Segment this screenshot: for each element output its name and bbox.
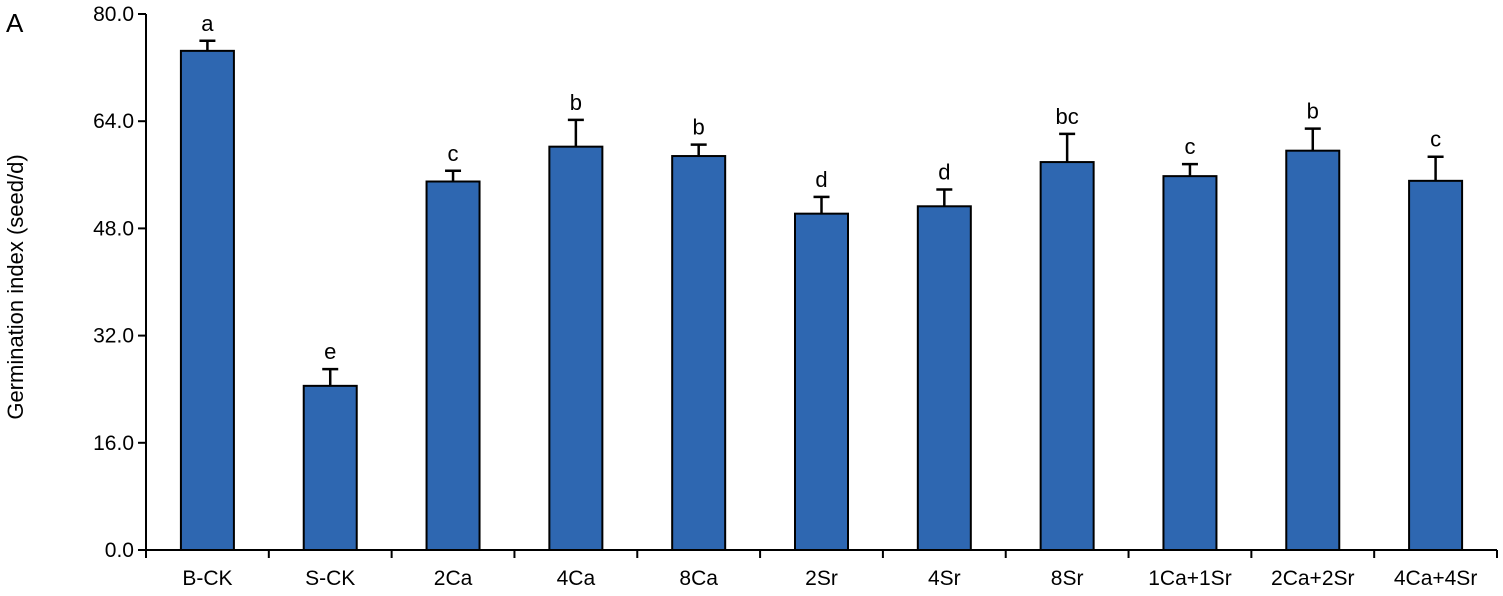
y-tick-label: 16.0 <box>93 432 134 455</box>
bar <box>548 145 604 551</box>
significance-label: b <box>1307 99 1319 124</box>
x-tick-label: 2Ca <box>434 567 473 590</box>
x-tick-label: 4Ca+4Sr <box>1394 567 1477 590</box>
x-tick-label: B-CK <box>182 567 232 590</box>
significance-label: c <box>1430 127 1441 152</box>
significance-label: bc <box>1056 104 1079 129</box>
x-tick-label: S-CK <box>305 567 355 590</box>
panel-label: A <box>6 8 24 38</box>
significance-label: a <box>201 11 214 36</box>
x-tick-label: 2Ca+2Sr <box>1271 567 1354 590</box>
bar <box>1408 179 1464 552</box>
significance-label: c <box>1184 134 1195 159</box>
y-tick-label: 48.0 <box>93 217 134 240</box>
bar <box>179 49 235 551</box>
significance-label: b <box>693 115 705 140</box>
bar <box>671 155 727 551</box>
bar <box>425 180 481 551</box>
x-tick-label: 8Ca <box>679 567 718 590</box>
bar <box>794 212 849 551</box>
x-tick-label: 4Sr <box>928 567 961 590</box>
significance-label: e <box>324 339 336 364</box>
bar <box>1039 161 1095 551</box>
y-tick-label: 32.0 <box>93 325 134 348</box>
bars <box>179 39 1464 552</box>
significance-label: c <box>448 141 459 166</box>
tick-labels: 0.0 16.0 32.0 48.0 64.0 80.0 a B-CK e S-CK c 2Ca b 4C… <box>93 3 1477 590</box>
x-tick-label: 8Sr <box>1051 567 1084 590</box>
y-axis-label-group: Germination index (seed/d) <box>3 154 28 419</box>
significance-label: d <box>938 160 950 185</box>
significance-label: b <box>570 90 582 115</box>
bar <box>1285 149 1341 551</box>
x-tick-label: 2Sr <box>805 567 838 590</box>
significance-label: d <box>815 167 827 192</box>
bar <box>302 384 358 551</box>
y-tick-label: 64.0 <box>93 110 134 133</box>
y-axis-label: Germination index (seed/d) <box>3 154 28 419</box>
bar <box>1162 175 1218 551</box>
y-tick-label: 80.0 <box>93 3 134 26</box>
bar <box>916 205 972 551</box>
y-tick-label: 0.0 <box>105 539 134 562</box>
x-tick-label: 4Ca <box>557 567 596 590</box>
x-tick-label: 1Ca+1Sr <box>1148 567 1231 590</box>
